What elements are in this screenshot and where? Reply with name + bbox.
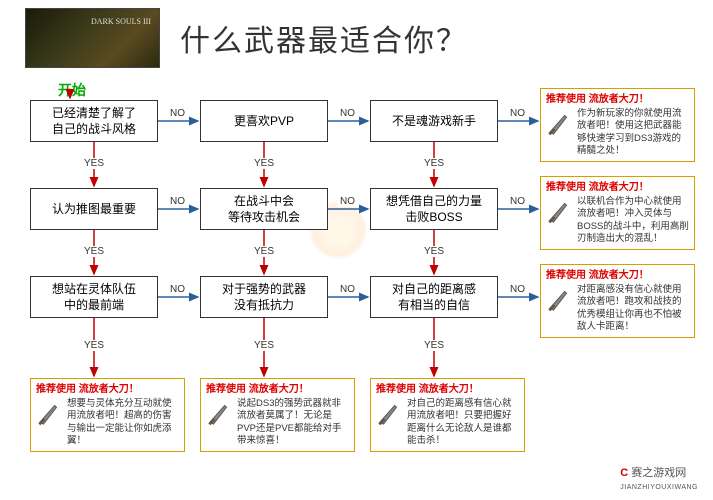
question-box: 已经清楚了解了自己的战斗风格 xyxy=(30,100,158,142)
page-title: 什么武器最适合你？ xyxy=(180,16,468,60)
question-box: 想站在灵体队伍中的最前端 xyxy=(30,276,158,318)
question-box: 认为推图最重要 xyxy=(30,188,158,230)
question-box: 想凭借自己的力量击败BOSS xyxy=(370,188,498,230)
yes-label: YES xyxy=(252,158,276,169)
question-box: 对自己的距离感有相当的自信 xyxy=(370,276,498,318)
recommendation-box: 推荐使用 流放者大刀！ 以联机合作为中心就使用流放者吧！冲入灵体与BOSS的战斗… xyxy=(540,176,695,250)
sword-icon xyxy=(546,196,574,224)
sword-icon xyxy=(36,398,64,426)
yes-label: YES xyxy=(422,246,446,257)
no-label: NO xyxy=(508,108,527,119)
no-label: NO xyxy=(168,108,187,119)
yes-label: YES xyxy=(252,340,276,351)
recommendation-box: 推荐使用 流放者大刀！ 说起DS3的强势武器就非流放者莫属了！无论是PVP还是P… xyxy=(200,378,355,452)
sword-icon xyxy=(376,398,404,426)
no-label: NO xyxy=(508,196,527,207)
no-label: NO xyxy=(168,284,187,295)
yes-label: YES xyxy=(422,340,446,351)
no-label: NO xyxy=(338,108,357,119)
recommendation-box: 推荐使用 流放者大刀！ 作为新玩家的你就使用流放者吧！使用这把武器能够快速学习到… xyxy=(540,88,695,162)
question-box: 更喜欢PVP xyxy=(200,100,328,142)
recommendation-box: 推荐使用 流放者大刀！ 对距离感没有信心就使用流放者吧！跑攻和战技的优秀模组让你… xyxy=(540,264,695,338)
yes-label: YES xyxy=(82,340,106,351)
recommendation-box: 推荐使用 流放者大刀！ 对自己的距离感有信心就用流放者吧！只要把握好距离什么无论… xyxy=(370,378,525,452)
no-label: NO xyxy=(338,284,357,295)
no-label: NO xyxy=(338,196,357,207)
yes-label: YES xyxy=(252,246,276,257)
game-banner xyxy=(25,8,160,68)
question-box: 在战斗中会等待攻击机会 xyxy=(200,188,328,230)
recommendation-box: 推荐使用 流放者大刀！ 想要与灵体充分互动就使用流放者吧！超高的伤害与输出一定能… xyxy=(30,378,185,452)
yes-label: YES xyxy=(422,158,446,169)
question-box: 不是魂游戏新手 xyxy=(370,100,498,142)
no-label: NO xyxy=(508,284,527,295)
yes-label: YES xyxy=(82,158,106,169)
no-label: NO xyxy=(168,196,187,207)
sword-icon xyxy=(546,108,574,136)
start-label: 开始 xyxy=(58,80,86,100)
yes-label: YES xyxy=(82,246,106,257)
sword-icon xyxy=(546,284,574,312)
site-logo: C 赛之游戏网 JIANZHIYOUXIWANG xyxy=(620,464,698,492)
sword-icon xyxy=(206,398,234,426)
question-box: 对于强势的武器没有抵抗力 xyxy=(200,276,328,318)
